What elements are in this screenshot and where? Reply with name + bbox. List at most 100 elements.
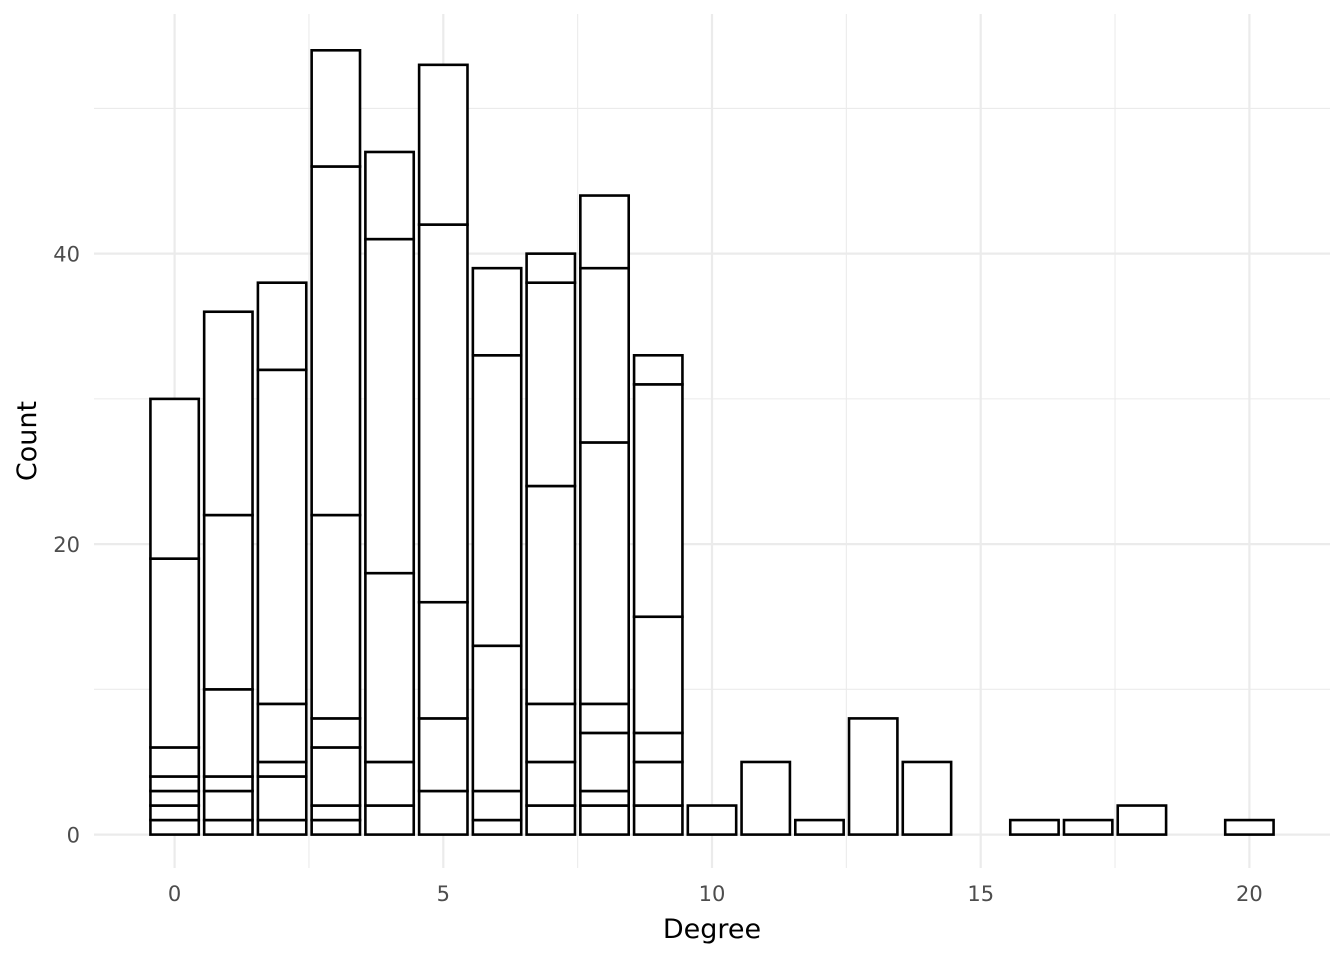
x-tick-label: 15 [967,882,994,906]
bar-group-degree-1 [202,310,254,836]
bar-group-degree-4 [364,150,416,836]
bar-group-degree-6 [471,266,523,836]
bar-segment [579,789,631,807]
bar-segment [740,760,792,836]
bar-segment [310,717,362,749]
bar-segment [686,804,738,836]
bar-segment [256,368,308,706]
bar-segment [525,804,577,836]
bar-segment [417,223,469,604]
bar-group-degree-5 [417,63,469,836]
bar-segment [310,818,362,836]
bar-segment [256,818,308,836]
bar-segment [310,804,362,822]
bar-segment [310,746,362,807]
bar-group-degree-20 [1223,818,1275,836]
x-tick-label: 5 [437,882,450,906]
bar-segment [579,702,631,735]
bar-segment [202,310,254,517]
bar-segment [579,731,631,793]
bar-segment [471,818,523,836]
bar-segment [632,354,684,386]
bar-group-degree-17 [1062,818,1114,836]
bar-segment [417,600,469,720]
bar-group-degree-14 [901,760,953,836]
y-axis-title: Count [12,401,43,481]
y-axis-ticks: 0 20 40 [53,243,80,848]
bar-segment [525,760,577,807]
bar-segment [202,688,254,778]
bar-segment [417,717,469,793]
bar-segment [632,731,684,764]
bar-group-degree-13 [847,717,899,836]
bar-segment [632,760,684,807]
bar-group-degree-3 [310,49,362,836]
bar-segment [471,266,523,357]
bar-segment [149,789,201,807]
y-tick-label: 40 [53,243,80,267]
bar-group-degree-9 [632,354,684,836]
bar-group-degree-16 [1008,818,1060,836]
bar-segment [149,775,201,793]
bar-segment [632,383,684,619]
bar-segment [364,804,416,836]
bar-segment [417,63,469,226]
bar-segment [310,49,362,168]
y-tick-label: 0 [67,824,80,848]
bar-segment [579,194,631,270]
bar-segment [847,717,899,836]
bar-group-degree-8 [579,194,631,836]
bar-segment [525,281,577,488]
bar-segment [579,441,631,706]
bar-segment [471,644,523,793]
bar-segment [793,818,845,836]
bar-segment [364,571,416,764]
bar-segment [256,281,308,372]
x-axis-ticks: 0 5 10 15 20 [168,882,1263,906]
x-tick-label: 0 [168,882,181,906]
bar-segment [471,354,523,648]
bar-segment [202,818,254,836]
bar-segment [364,150,416,241]
bar-group-degree-2 [256,281,308,836]
bar-segment [364,237,416,575]
x-tick-label: 20 [1236,882,1263,906]
bar-segment [149,804,201,822]
bar-group-degree-10 [686,804,738,836]
bar-segment [256,775,308,822]
x-axis-title: Degree [663,914,761,945]
bar-segment [364,760,416,807]
bar-group-degree-7 [525,252,577,836]
bar-segment [310,513,362,720]
bar-segment [1116,804,1168,836]
bar-group-degree-12 [793,818,845,836]
bar-group-degree-11 [740,760,792,836]
bar-segment [525,252,577,284]
bar-segment [256,760,308,778]
bar-segment [632,615,684,735]
bar-segment [202,775,254,793]
bar-segment [1062,818,1114,836]
bar-group-degree-18 [1116,804,1168,836]
bar-segment [149,397,201,560]
bar-segment [525,484,577,706]
bar-segment [149,818,201,836]
bar-segment [525,702,577,764]
bar-group-degree-0 [149,397,201,836]
bar-segment [202,513,254,691]
bar-segment [310,165,362,517]
bar-segment [149,746,201,778]
y-tick-label: 20 [53,533,80,557]
bar-segment [901,760,953,836]
bar-segment [471,789,523,822]
bar-segment [579,266,631,444]
bar-segment [149,557,201,749]
bar-segment [256,702,308,764]
bar-segment [1008,818,1060,836]
bars [149,49,1275,836]
bar-segment [417,789,469,836]
bar-segment [579,804,631,836]
bar-segment [202,789,254,822]
x-tick-label: 10 [699,882,726,906]
